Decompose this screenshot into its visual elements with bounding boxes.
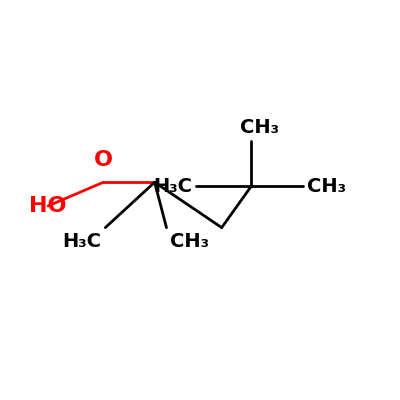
Text: H₃C: H₃C bbox=[62, 232, 101, 250]
Text: CH₃: CH₃ bbox=[240, 118, 279, 137]
Text: O: O bbox=[94, 150, 113, 170]
Text: HO: HO bbox=[29, 196, 67, 216]
Text: H₃C: H₃C bbox=[153, 177, 192, 196]
Text: CH₃: CH₃ bbox=[170, 232, 210, 250]
Text: CH₃: CH₃ bbox=[306, 177, 346, 196]
